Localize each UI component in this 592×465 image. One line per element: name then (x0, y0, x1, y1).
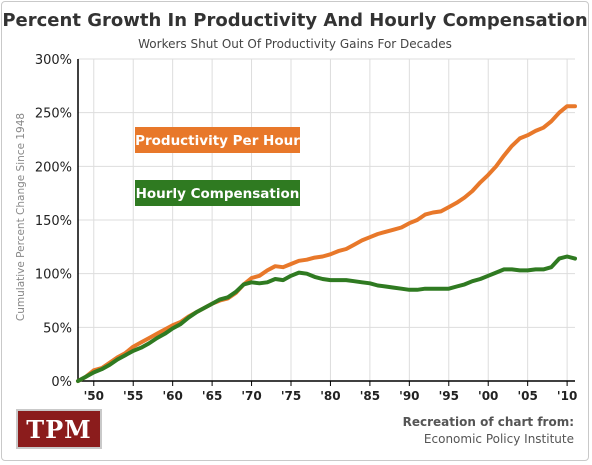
credit-line-1: Recreation of chart from: (402, 415, 574, 429)
y-tick-label: 0% (51, 375, 72, 390)
y-tick-labels: 0% 50% 100% 150% 200% 250% 300% (35, 53, 72, 390)
x-tick-label: '65 (202, 389, 222, 403)
tpm-logo: TPM (16, 409, 102, 449)
x-tick-labels: '50 '55 '60 '65 '70 '75 '80 '85 '90 '95 '00 '05 '10 (84, 389, 578, 403)
y-tick-label: 200% (35, 160, 72, 175)
y-tick-label: 50% (43, 321, 72, 336)
series-label-text: Productivity Per Hour (135, 133, 300, 149)
y-axis-label: Cumulative Percent Change Since 1948 (15, 113, 27, 321)
x-tick-label: '00 (478, 389, 498, 403)
x-tick-label: '55 (123, 389, 143, 403)
y-tick-label: 150% (35, 214, 72, 229)
series-labels: Productivity Per Hour Hourly Compensation (135, 127, 300, 206)
line-chart: 0% 50% 100% 150% 200% 250% 300% '50 '55 '60 '65 '7… (15, 53, 578, 403)
x-tick-label: '70 (241, 389, 261, 403)
series-line-productivity (76, 104, 577, 383)
x-tick-label: '80 (320, 389, 340, 403)
y-tick-label: 100% (35, 268, 72, 283)
grid-lines (78, 58, 575, 381)
series-label-box (135, 180, 300, 206)
series-label-text: Hourly Compensation (136, 186, 300, 202)
axes (77, 59, 575, 386)
tpm-logo-text: TPM (26, 414, 92, 444)
x-tick-label: '95 (439, 389, 459, 403)
chart-title: Percent Growth In Productivity And Hourl… (2, 10, 588, 31)
credit-line-2: Economic Policy Institute (423, 432, 574, 446)
x-tick-label: '50 (84, 389, 104, 403)
x-tick-label: '60 (162, 389, 182, 403)
x-tick-label: '75 (281, 389, 301, 403)
y-tick-label: 250% (35, 107, 72, 122)
series-line-compensation (76, 254, 577, 383)
y-tick-label: 300% (35, 53, 72, 68)
x-tick-label: '05 (517, 389, 537, 403)
series-lines (76, 104, 577, 383)
x-tick-label: '85 (360, 389, 380, 403)
series-label-box (135, 127, 300, 153)
x-tick-label: '10 (557, 389, 577, 403)
x-tick-label: '90 (399, 389, 419, 403)
chart-subtitle: Workers Shut Out Of Productivity Gains F… (138, 37, 452, 51)
